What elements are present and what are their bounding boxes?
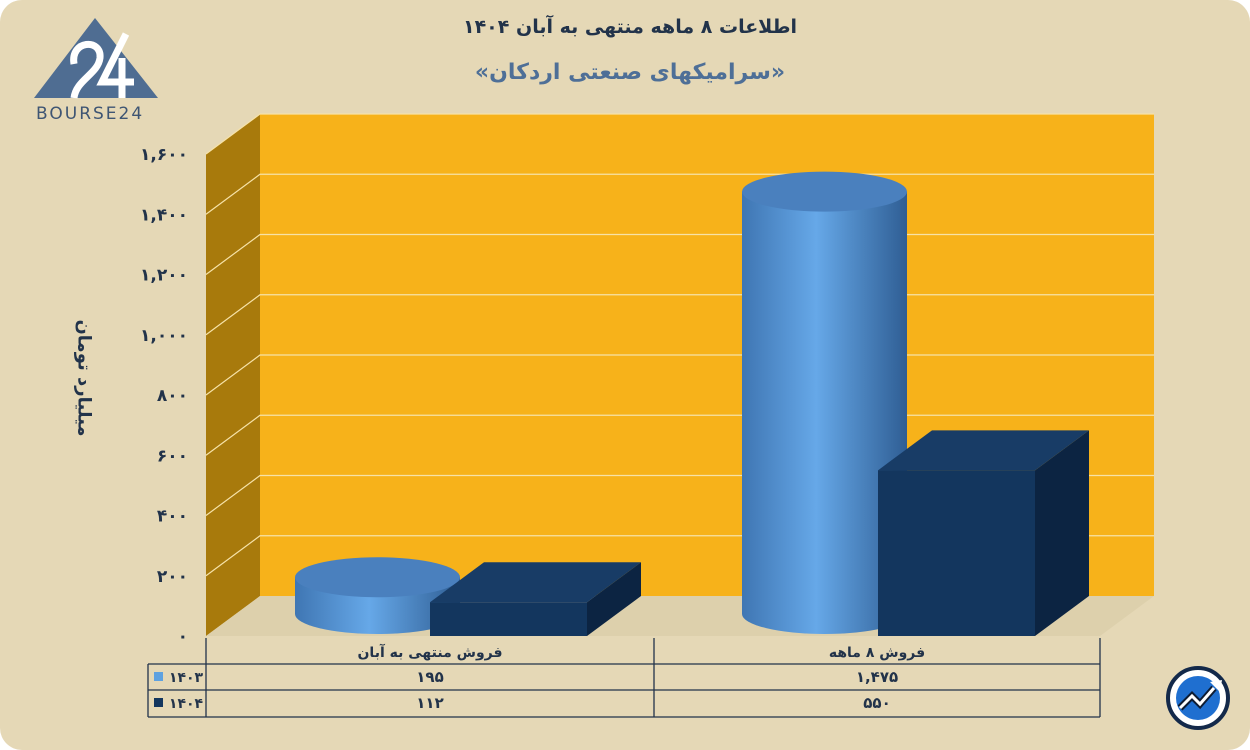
bourse24-logo	[34, 18, 158, 99]
logo-triangle	[34, 18, 158, 98]
bars	[295, 171, 1089, 636]
category-label: فروش ۸ ماهه	[829, 645, 925, 661]
bar-1404	[878, 470, 1035, 636]
data-label: ۱,۴۷۵	[856, 668, 898, 686]
y-tick-label: ۱,۶۰۰	[140, 145, 188, 165]
y-tick-label: ۸۰۰	[157, 386, 188, 406]
y-tick-label: ۱,۲۰۰	[140, 266, 188, 286]
y-tick-label: ۱,۰۰۰	[140, 326, 188, 346]
y-tick-label: ۲۰۰	[157, 567, 188, 587]
legend-label: ۱۴۰۳	[169, 670, 204, 686]
y-tick-label: ۴۰۰	[157, 507, 188, 527]
y-tick-label: ۶۰۰	[157, 446, 188, 466]
trend-chart-icon	[1166, 666, 1230, 730]
bar-1404-top	[430, 562, 641, 603]
bar-1403	[742, 191, 907, 634]
chart-subtitle: «سرامیکهای صنعتی اردکان»	[474, 60, 786, 85]
bar-1403-top	[295, 557, 460, 598]
bar-1404-top	[878, 430, 1089, 471]
category-label: فروش منتهی به آبان	[357, 643, 502, 661]
data-label: ۱۱۲	[416, 694, 443, 712]
bar-1404-side	[587, 562, 641, 636]
y-tick-label: ۰	[178, 627, 188, 647]
logo-wordmark: BOURSE24	[36, 104, 145, 124]
legend-swatch	[154, 672, 163, 681]
data-label: ۵۵۰	[863, 694, 890, 712]
gridline	[205, 113, 1154, 155]
y-axis-ticks: ۰ ۲۰۰ ۴۰۰ ۶۰۰ ۸۰۰ ۱,۰۰۰ ۱,۲۰۰ ۱,۴۰۰ ۱,۶۰۰	[140, 145, 188, 647]
chart-title: اطلاعات ۸ ماهه منتهی به آبان ۱۴۰۴	[462, 16, 798, 38]
data-label: ۱۹۵	[416, 668, 443, 686]
logo-digit-four	[96, 32, 134, 98]
bar-1404-side	[1035, 430, 1089, 636]
y-tick-label: ۱,۴۰۰	[140, 205, 188, 225]
logo-digit-two	[70, 40, 104, 99]
legend-swatch	[154, 698, 163, 707]
legend-label: ۱۴۰۴	[169, 696, 204, 712]
bar-1404	[430, 602, 587, 636]
data-table: فروش منتهی به آبان فروش ۸ ماهه ۱۴۰۳ ۱۹۵ ۱,۴۷…	[147, 638, 1101, 718]
bar-1403-top	[742, 171, 907, 212]
